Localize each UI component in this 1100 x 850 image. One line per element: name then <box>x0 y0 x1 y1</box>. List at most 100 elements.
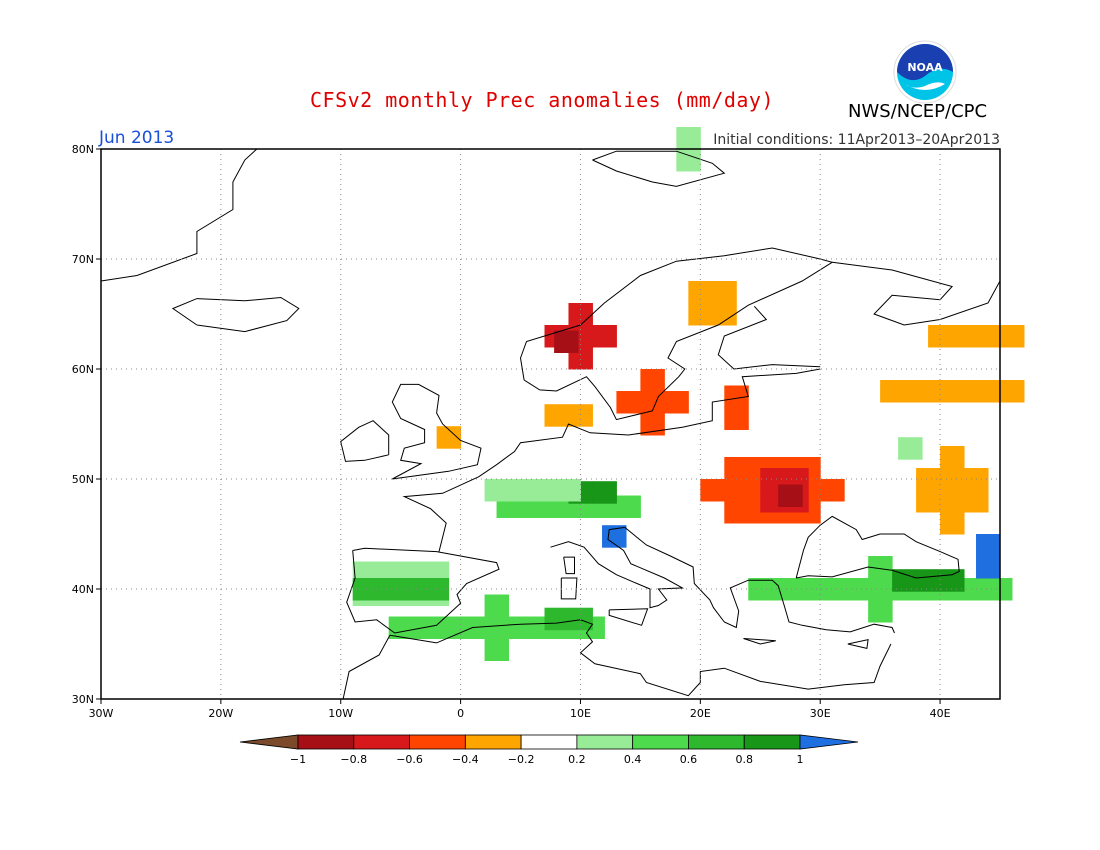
coastlines <box>100 148 1001 700</box>
map-frame <box>100 148 1001 700</box>
lat-tick-label: 40N <box>72 583 94 596</box>
anomaly-cell <box>976 534 1001 557</box>
anomaly-cell <box>820 479 845 502</box>
anomaly-cell <box>554 330 579 353</box>
anomaly-cell <box>568 404 593 427</box>
lon-tick-label: 0 <box>457 707 464 720</box>
anomaly-cell <box>892 569 917 592</box>
coastline <box>100 148 258 282</box>
legend-label: −0.8 <box>340 753 367 766</box>
coastline <box>608 608 649 626</box>
anomaly-cell <box>952 325 977 348</box>
lat-tick-label: 70N <box>72 253 94 266</box>
lon-tick-label: 30W <box>89 707 114 720</box>
legend-swatch <box>353 734 410 750</box>
anomaly-cell <box>940 446 965 469</box>
coastline <box>346 547 500 634</box>
anomaly-cell <box>676 149 701 172</box>
legend-swatch <box>688 734 745 750</box>
legend-swatch <box>520 734 578 750</box>
anomaly-cell <box>952 380 977 403</box>
legend-label: 1 <box>797 753 804 766</box>
coastline <box>550 526 685 609</box>
anomaly-cell <box>676 127 701 150</box>
legend-label: 0.8 <box>735 753 753 766</box>
anomaly-cell <box>664 391 689 414</box>
anomaly-cell <box>898 437 923 460</box>
anomaly-cell <box>976 556 1001 579</box>
legend-swatch <box>297 734 355 750</box>
agency-label: NWS/NCEP/CPC <box>848 101 988 122</box>
coastline <box>624 527 895 634</box>
anomaly-cell <box>352 578 378 601</box>
anomaly-cell <box>508 616 534 639</box>
anomaly-cell <box>616 495 641 518</box>
anomaly-cell <box>724 457 749 480</box>
anomaly-cell <box>940 468 965 491</box>
anomaly-cell <box>556 479 581 502</box>
anomaly-cell <box>568 607 593 631</box>
coastline <box>847 638 869 650</box>
legend-swatch <box>409 734 466 750</box>
anomaly-cell <box>868 600 893 623</box>
anomaly-cell <box>976 325 1001 348</box>
legend-label: 0.6 <box>680 753 698 766</box>
legend-label: 0.4 <box>624 753 642 766</box>
coastline <box>519 247 834 421</box>
anomaly-cell <box>602 525 627 548</box>
forecast-month: Jun 2013 <box>99 128 175 148</box>
coastline <box>560 577 578 600</box>
anomaly-cell <box>940 490 965 513</box>
initial-conditions: Initial conditions: 11Apr2013–20Apr2013 <box>713 132 1000 148</box>
anomaly-cell <box>544 607 569 631</box>
anomaly-cell <box>712 303 737 326</box>
anomaly-cell <box>592 325 617 348</box>
anomaly-cell <box>592 481 617 504</box>
anomaly-cell <box>964 490 989 513</box>
coastline <box>389 619 892 697</box>
lon-tick-label: 10W <box>328 707 353 720</box>
anomaly-cell <box>724 479 749 502</box>
anomaly-cell <box>928 380 953 403</box>
lon-tick-label: 20W <box>208 707 233 720</box>
coastline <box>832 261 1001 326</box>
noaa-logo: NOAA <box>893 40 957 104</box>
anomaly-cell <box>904 380 929 403</box>
anomaly-cell <box>724 385 749 408</box>
anomaly-cell <box>484 594 510 617</box>
legend-label: 0.2 <box>568 753 586 766</box>
anomaly-cell <box>376 578 402 601</box>
anomaly-cell <box>778 484 803 507</box>
lon-tick-label: 40E <box>930 707 951 720</box>
lon-tick-label: 20E <box>690 707 711 720</box>
anomaly-cell <box>724 407 749 430</box>
axis-labels: 30W 20W 10W 0 10E 20E 30E 40E 30N 40N 50N 60N 70N 80N <box>72 143 951 720</box>
anomaly-cell <box>772 578 797 601</box>
anomaly-cell <box>976 380 1001 403</box>
legend-swatch <box>632 734 689 750</box>
anomaly-cell <box>640 413 665 436</box>
legend-label: −0.6 <box>396 753 423 766</box>
legend-label: −1 <box>290 753 306 766</box>
lat-tick-label: 50N <box>72 473 94 486</box>
anomaly-cell <box>796 578 821 601</box>
coastline <box>402 368 821 552</box>
map-title: CFSv2 monthly Prec anomalies (mm/day) <box>310 88 775 112</box>
lon-tick-label: 10E <box>570 707 591 720</box>
legend-swatch <box>743 734 801 750</box>
grid-lines <box>101 149 1000 699</box>
anomaly-cell <box>712 281 737 304</box>
coastline <box>717 305 821 370</box>
lon-tick-label: 30E <box>810 707 831 720</box>
lat-tick-label: 80N <box>72 143 94 156</box>
svg-text:NOAA: NOAA <box>907 61 943 74</box>
coastline <box>743 638 776 645</box>
anomaly-cell <box>868 556 893 579</box>
coastline <box>340 420 390 462</box>
anomaly-cell <box>928 325 953 348</box>
anomaly-cell <box>724 501 749 524</box>
anomaly-cell <box>1000 380 1025 403</box>
legend-swatch <box>464 734 522 750</box>
anomaly-cell <box>484 479 510 502</box>
